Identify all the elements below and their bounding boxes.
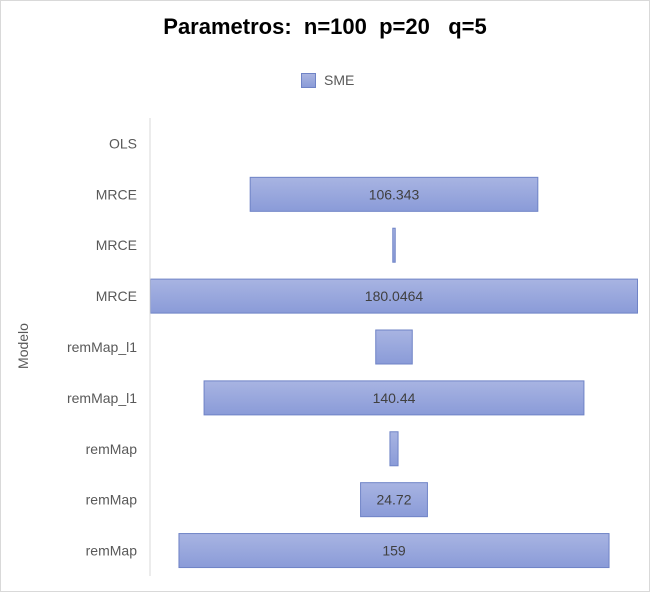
data-label: 159	[382, 543, 406, 559]
y-tick-label: remMap	[86, 492, 138, 508]
y-tick-label: MRCE	[96, 288, 137, 304]
data-label: 180.0464	[365, 288, 424, 304]
y-tick-label: remMap	[86, 543, 138, 559]
legend-label-sme: SME	[324, 72, 355, 88]
y-tick-label: remMap	[86, 441, 138, 457]
bar	[178, 533, 610, 569]
data-label: 24.72	[376, 492, 411, 508]
data-label: 140.44	[373, 390, 416, 406]
bar	[249, 176, 539, 212]
bar	[389, 431, 399, 467]
chart-title: Parametros: n=100 p=20 q=5	[163, 14, 487, 39]
data-label: 106.343	[369, 186, 420, 202]
y-tick-label: MRCE	[96, 237, 137, 253]
y-tick-label: remMap_l1	[67, 339, 137, 355]
y-tick-label: MRCE	[96, 186, 137, 202]
bar	[392, 227, 396, 263]
bar	[203, 380, 585, 416]
y-tick-label: OLS	[109, 135, 137, 151]
bar	[150, 278, 638, 314]
bar	[375, 329, 413, 365]
legend: SME	[301, 72, 354, 88]
bar	[360, 482, 428, 518]
legend-swatch-sme	[301, 72, 316, 88]
y-tick-label: remMap_l1	[67, 390, 137, 406]
